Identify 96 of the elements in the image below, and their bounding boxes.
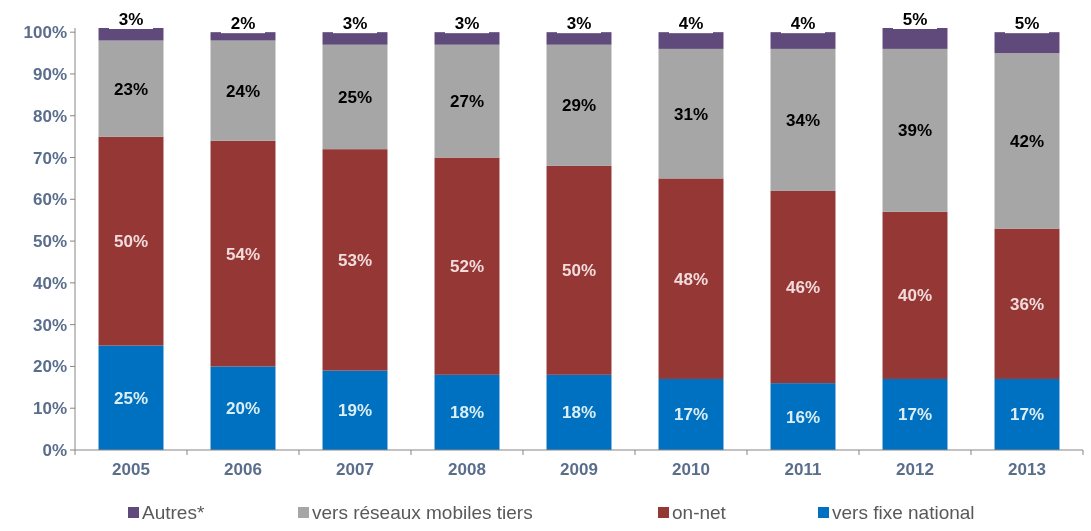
data-label: 17% bbox=[1009, 405, 1045, 425]
bar bbox=[994, 378, 1060, 450]
data-label: 50% bbox=[113, 232, 149, 252]
data-label: 20% bbox=[225, 399, 261, 419]
data-label: 53% bbox=[337, 250, 373, 270]
bar bbox=[210, 140, 276, 367]
y-tick-label: 50% bbox=[32, 232, 67, 252]
x-tick-label: 2010 bbox=[672, 460, 710, 479]
data-label: 17% bbox=[673, 405, 709, 425]
y-tick-label: 70% bbox=[32, 148, 67, 168]
data-label: 25% bbox=[113, 388, 149, 408]
x-tick-label: 2007 bbox=[336, 460, 374, 479]
data-label: 27% bbox=[449, 92, 485, 112]
bar bbox=[994, 228, 1060, 379]
bar bbox=[98, 136, 164, 346]
bar bbox=[210, 366, 276, 450]
bar bbox=[770, 32, 836, 49]
data-label: 52% bbox=[449, 257, 485, 277]
y-tick-label: 40% bbox=[32, 273, 67, 293]
bar bbox=[98, 40, 164, 137]
data-label: 23% bbox=[113, 79, 149, 99]
bar bbox=[434, 32, 500, 45]
y-tick-label: 90% bbox=[32, 64, 67, 84]
bar bbox=[98, 345, 164, 450]
bar bbox=[210, 40, 276, 141]
bar bbox=[770, 190, 836, 384]
data-label: 18% bbox=[561, 403, 597, 423]
data-label: 46% bbox=[785, 278, 821, 298]
x-tick-label: 2009 bbox=[560, 460, 598, 479]
x-tick-label: 2008 bbox=[448, 460, 486, 479]
data-label: 3% bbox=[118, 10, 144, 29]
data-label: 54% bbox=[225, 244, 261, 264]
y-tick-label: 10% bbox=[32, 399, 67, 419]
bar bbox=[322, 44, 388, 150]
bar bbox=[994, 53, 1060, 229]
bar bbox=[658, 48, 724, 179]
data-label: 4% bbox=[678, 14, 704, 34]
bar bbox=[322, 149, 388, 371]
data-label: 25% bbox=[337, 87, 373, 107]
data-label: 31% bbox=[673, 104, 709, 124]
data-label: 5% bbox=[1014, 14, 1040, 34]
y-tick-label: 80% bbox=[32, 106, 67, 126]
bar bbox=[322, 370, 388, 450]
data-label: 40% bbox=[897, 286, 933, 306]
legend-label: vers réseaux mobiles tiers bbox=[312, 502, 533, 523]
y-tick-label: 60% bbox=[32, 190, 67, 210]
bar bbox=[434, 44, 500, 158]
bar bbox=[546, 32, 612, 45]
data-label: 36% bbox=[1009, 294, 1045, 314]
y-tick-label: 20% bbox=[32, 357, 67, 377]
data-label: 4% bbox=[790, 14, 816, 34]
bar bbox=[210, 32, 276, 41]
data-label: 29% bbox=[561, 96, 597, 116]
x-tick-label: 2005 bbox=[112, 460, 150, 479]
bar bbox=[770, 48, 836, 191]
bar bbox=[322, 32, 388, 45]
data-label: 3% bbox=[342, 14, 368, 34]
y-tick-label: 100% bbox=[23, 23, 67, 43]
bar bbox=[882, 378, 948, 450]
bar bbox=[658, 378, 724, 450]
bar bbox=[882, 211, 948, 379]
legend-label: vers fixe national bbox=[832, 502, 975, 523]
bar bbox=[658, 178, 724, 379]
data-label: 3% bbox=[566, 14, 592, 34]
data-label: 2% bbox=[230, 14, 256, 34]
data-label: 50% bbox=[561, 261, 597, 281]
bar bbox=[658, 32, 724, 49]
bar bbox=[546, 374, 612, 450]
data-label: 16% bbox=[785, 407, 821, 427]
data-label: 48% bbox=[673, 269, 709, 289]
data-label: 24% bbox=[225, 81, 261, 101]
data-label: 19% bbox=[337, 401, 373, 421]
x-tick-label: 2012 bbox=[896, 460, 934, 479]
legend-label: on-net bbox=[672, 502, 727, 523]
x-tick-label: 2011 bbox=[784, 460, 822, 479]
y-tick-label: 0% bbox=[42, 441, 67, 460]
data-label: 39% bbox=[897, 121, 933, 141]
legend-label: Autres* bbox=[142, 502, 205, 523]
data-label: 17% bbox=[897, 405, 933, 425]
bar bbox=[882, 28, 948, 49]
x-tick-label: 2013 bbox=[1008, 460, 1046, 479]
data-label: 18% bbox=[449, 403, 485, 423]
bar bbox=[994, 32, 1060, 54]
bar bbox=[98, 28, 164, 41]
bar bbox=[434, 374, 500, 450]
bar bbox=[434, 157, 500, 375]
bar bbox=[882, 48, 948, 212]
bar bbox=[546, 165, 612, 375]
data-label: 3% bbox=[454, 14, 480, 34]
data-label: 42% bbox=[1009, 131, 1045, 151]
x-tick-label: 2006 bbox=[224, 460, 262, 479]
bar bbox=[546, 44, 612, 166]
data-label: 5% bbox=[902, 10, 928, 29]
bar bbox=[770, 383, 836, 450]
data-label: 34% bbox=[785, 110, 821, 130]
y-tick-label: 30% bbox=[32, 315, 67, 335]
